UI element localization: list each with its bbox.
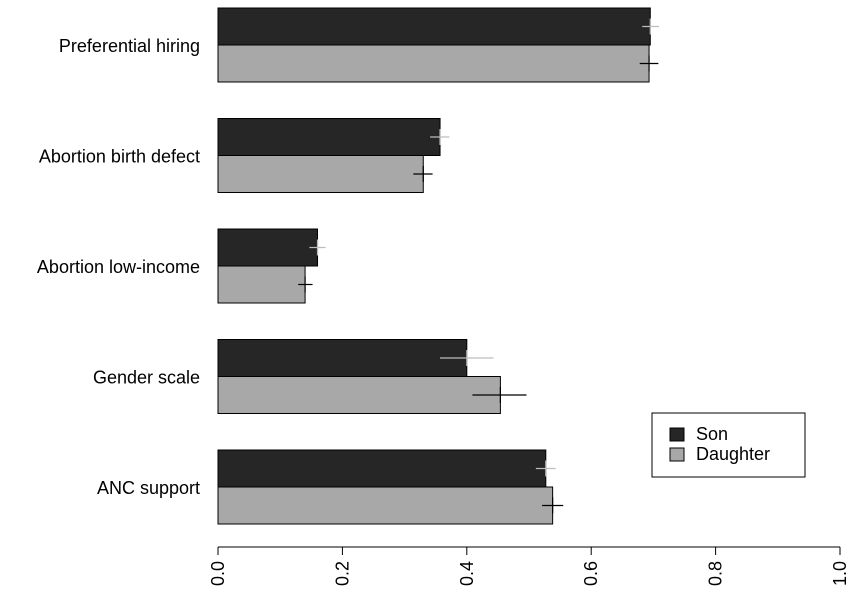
bar-daughter-preferential-hiring [217, 44, 650, 83]
x-tick-label: 0.8 [706, 561, 726, 586]
x-tick-label: 0.2 [332, 561, 352, 586]
legend-swatch-daughter [669, 447, 685, 462]
bar-daughter-abortion-low-income [217, 265, 306, 304]
bar-son-abortion-low-income [217, 228, 319, 267]
bar-son-anc-support [217, 449, 547, 488]
bars-layer [217, 7, 651, 525]
error-bars-layer [298, 18, 659, 514]
x-tick-label: 1.0 [830, 561, 848, 586]
category-label: Abortion birth defect [39, 147, 200, 167]
x-axis: 0.0 0.2 0.4 0.6 0.8 1.0 [208, 546, 848, 586]
category-label: Gender scale [93, 368, 200, 388]
x-tick-label: 0.4 [457, 561, 477, 586]
legend-box [651, 412, 806, 478]
bar-daughter-anc-support [217, 486, 554, 525]
bar-daughter-gender-scale [217, 376, 501, 414]
category-label: Preferential hiring [59, 36, 200, 56]
x-tick-label: 0.6 [581, 561, 601, 586]
category-label: Abortion low-income [37, 257, 200, 277]
bar-son-gender-scale [217, 339, 468, 377]
x-tick-label: 0.0 [208, 561, 228, 586]
category-labels: Preferential hiring Abortion birth defect… [37, 36, 200, 498]
legend-label-son: Son [696, 424, 728, 444]
bar-son-preferential-hiring [217, 7, 651, 46]
legend-swatch-son [669, 427, 685, 442]
bar-son-abortion-birth-defect [217, 118, 441, 156]
category-label: ANC support [97, 478, 200, 498]
legend-label-daughter: Daughter [696, 444, 770, 464]
bar-daughter-abortion-birth-defect [217, 155, 424, 193]
